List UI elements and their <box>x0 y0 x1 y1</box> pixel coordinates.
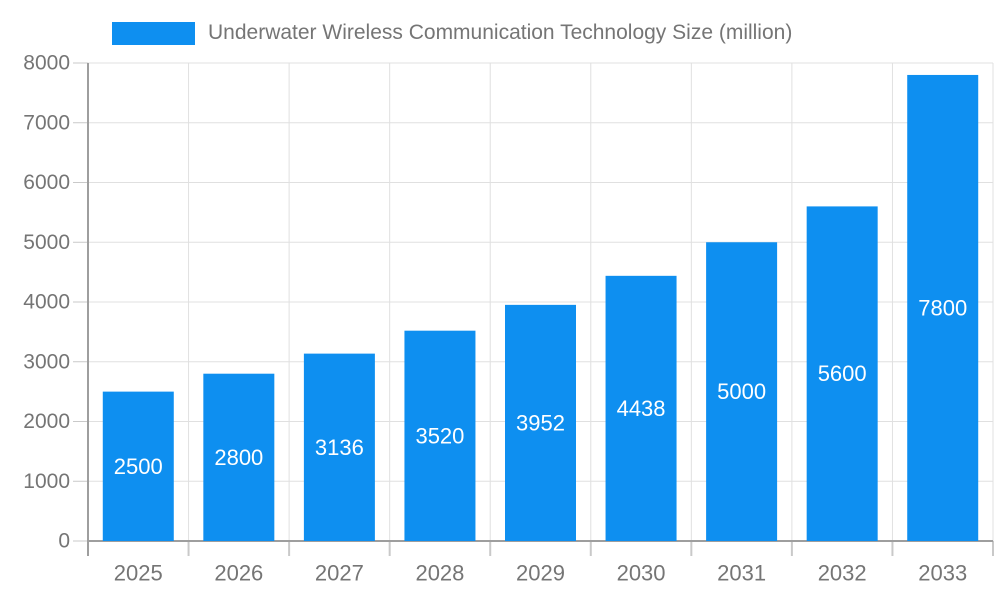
bar-value-label: 7800 <box>918 295 967 320</box>
y-axis-tick-label: 3000 <box>23 350 70 373</box>
bar-2033[interactable] <box>907 74 979 541</box>
x-axis-tick-label: 2032 <box>818 561 867 586</box>
bar-value-label: 5000 <box>717 379 766 404</box>
y-axis-tick-label: 4000 <box>23 291 70 314</box>
bar-2028[interactable] <box>404 330 476 541</box>
bar-2026[interactable] <box>203 373 275 541</box>
bar-value-label: 4438 <box>617 396 666 421</box>
legend-item[interactable]: Underwater Wireless Communication Techno… <box>112 21 792 45</box>
bar-value-label: 3520 <box>415 423 464 448</box>
bar-2031[interactable] <box>706 242 778 541</box>
x-axis-tick-label: 2031 <box>717 561 766 586</box>
bar-value-label: 3136 <box>315 435 364 460</box>
bar-value-label: 3952 <box>516 410 565 435</box>
legend-swatch <box>112 21 195 45</box>
y-axis-tick-label: 0 <box>58 530 70 553</box>
x-axis-tick-label: 2025 <box>114 561 163 586</box>
y-axis-tick-label: 2000 <box>23 410 70 433</box>
bar-2029[interactable] <box>505 304 576 541</box>
bar-2032[interactable] <box>806 206 878 541</box>
bar-2025[interactable] <box>102 391 174 541</box>
x-axis-tick-label: 2028 <box>415 561 464 586</box>
bar-2030[interactable] <box>605 275 677 541</box>
x-axis-tick-label: 2026 <box>214 561 263 586</box>
x-axis-tick-label: 2027 <box>315 561 364 586</box>
bar-value-label: 2500 <box>114 454 163 479</box>
bar-value-label: 5600 <box>818 361 867 386</box>
y-axis-tick-label: 1000 <box>23 470 70 493</box>
y-axis-tick-label: 6000 <box>23 171 70 194</box>
y-axis-tick-label: 8000 <box>23 52 70 75</box>
bar-value-label: 2800 <box>214 445 263 470</box>
bar-2027[interactable] <box>303 353 375 541</box>
x-axis-tick-label: 2029 <box>516 561 565 586</box>
x-axis-tick-label: 2033 <box>918 561 967 586</box>
x-axis-tick-label: 2030 <box>617 561 666 586</box>
y-axis-tick-label: 5000 <box>23 231 70 254</box>
legend-label: Underwater Wireless Communication Techno… <box>208 21 793 44</box>
y-axis-tick-label: 7000 <box>23 111 70 134</box>
